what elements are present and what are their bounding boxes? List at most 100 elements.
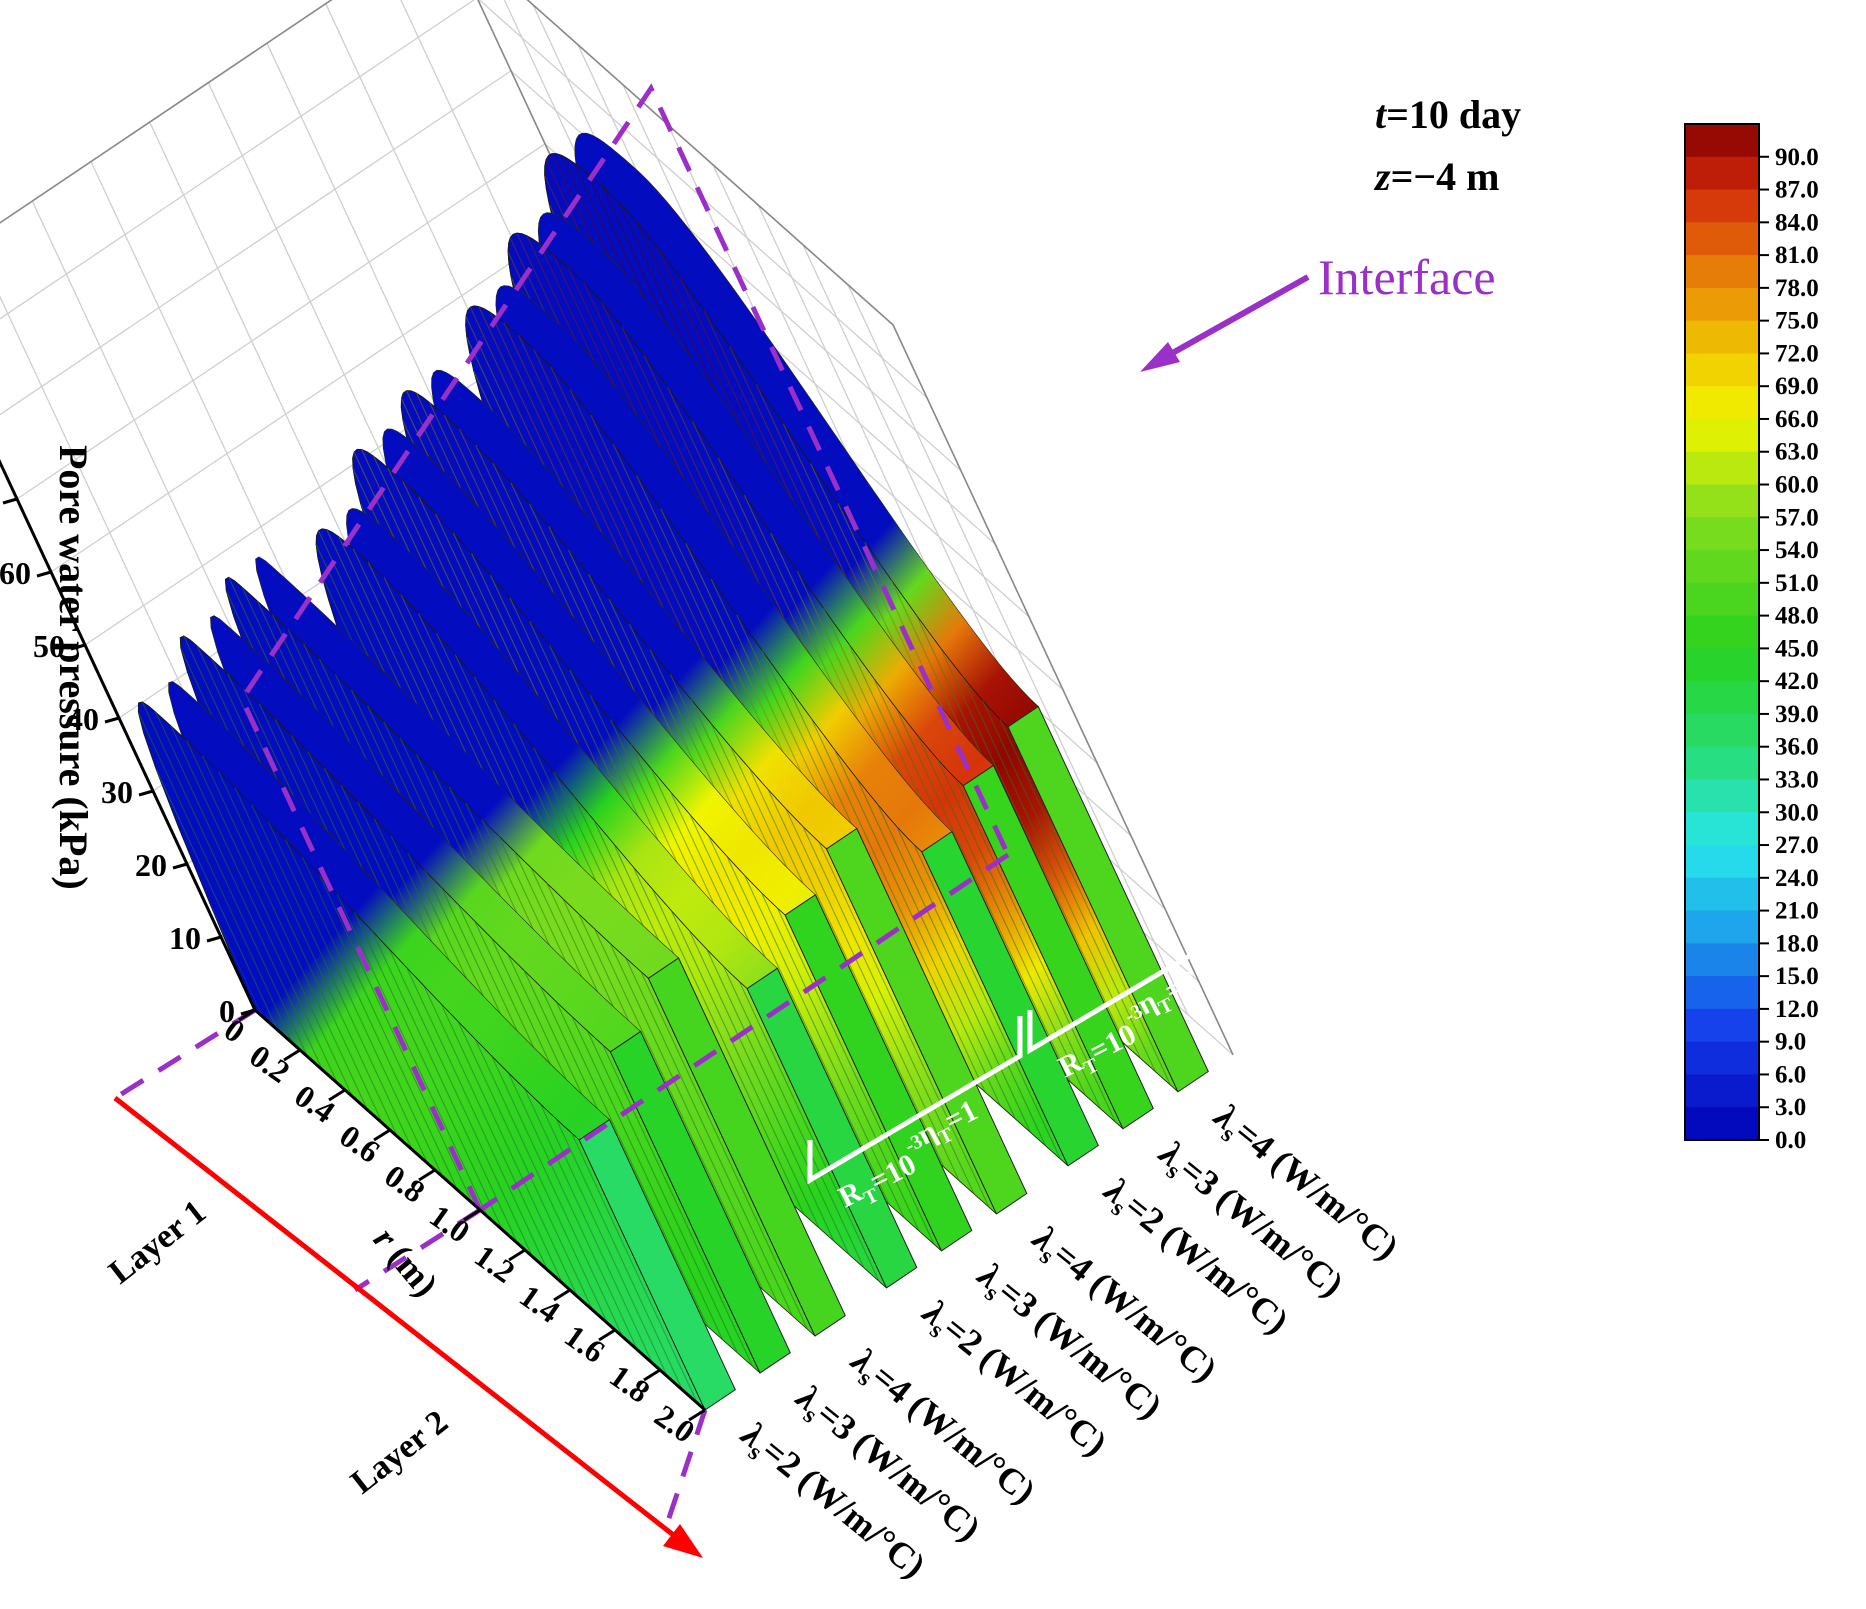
colorbar-band <box>1685 451 1759 486</box>
slice-end-cap <box>921 830 1099 1167</box>
colorbar-band <box>1685 287 1759 322</box>
layer-arrow <box>113 1096 692 1550</box>
colorbar-band <box>1685 713 1759 748</box>
colorbar-band <box>1685 976 1759 1010</box>
colorbar-label: 18.0 <box>1775 930 1819 957</box>
colorbar-label: 57.0 <box>1775 504 1819 531</box>
interface-arrow-head <box>1140 342 1180 372</box>
colorbar-band <box>1685 910 1759 944</box>
colorbar-band <box>1685 320 1759 354</box>
r-tick <box>418 1168 436 1182</box>
r-tick-label: 0.6 <box>333 1117 386 1169</box>
layer2-label: Layer 2 <box>344 1403 455 1501</box>
colorbar-label: 48.0 <box>1775 603 1819 630</box>
z-tick-label: 40 <box>67 701 99 737</box>
colorbar-label: 90.0 <box>1775 144 1819 171</box>
r-tick-label: 1.8 <box>603 1357 656 1409</box>
slice-end-cap <box>609 1030 791 1374</box>
colorbar-label: 78.0 <box>1775 275 1819 302</box>
colorbar-band <box>1685 812 1759 846</box>
colorbar-label: 21.0 <box>1775 898 1819 925</box>
colorbar-band <box>1685 156 1759 191</box>
colorbar-label: 75.0 <box>1775 308 1819 335</box>
r-tick <box>283 1048 301 1062</box>
colorbar-band <box>1685 418 1759 453</box>
colorbar-label: 12.0 <box>1775 996 1819 1023</box>
r-tick <box>688 1408 706 1422</box>
depth-annotation: z=−4 m <box>1373 154 1499 199</box>
z-tick-label: 10 <box>169 920 201 956</box>
colorbar-band <box>1685 615 1759 649</box>
group-label: RT=10-3ηT=10 <box>1257 842 1441 975</box>
r-tick <box>598 1328 616 1342</box>
colorbar-label: 15.0 <box>1775 963 1819 990</box>
colorbar-label: 51.0 <box>1775 570 1819 597</box>
slice-end-cap <box>578 1118 736 1411</box>
colorbar-label: 63.0 <box>1775 439 1819 466</box>
colorbar-label: 45.0 <box>1775 635 1819 662</box>
colorbar-label: 0.0 <box>1775 1127 1806 1154</box>
r-tick-label: 1.6 <box>558 1317 611 1369</box>
z-tick-label: 20 <box>135 847 167 883</box>
slice-end-cap <box>784 894 973 1252</box>
colorbar-label: 84.0 <box>1775 209 1819 236</box>
colorbar-band <box>1685 877 1759 912</box>
z-tick <box>138 789 154 797</box>
colorbar-label: 30.0 <box>1775 799 1819 826</box>
colorbar-band <box>1685 386 1759 420</box>
colorbar-band <box>1685 550 1759 584</box>
colorbar-band <box>1685 845 1759 879</box>
series-slice <box>137 681 736 1411</box>
colorbar-band <box>1685 189 1759 223</box>
colorbar-band <box>1685 1107 1759 1141</box>
time-annotation: t=10 day <box>1375 92 1521 137</box>
r-tick-label: 1.4 <box>513 1277 566 1329</box>
colorbar-label: 36.0 <box>1775 734 1819 761</box>
colorbar-label: 81.0 <box>1775 242 1819 269</box>
z-tick <box>206 935 222 943</box>
colorbar-label: 72.0 <box>1775 340 1819 367</box>
z-tick-label: 60 <box>0 555 31 591</box>
colorbar-band <box>1685 222 1759 256</box>
slice-end-cap <box>825 827 1028 1215</box>
slice-end-cap <box>647 957 846 1337</box>
series-slices <box>137 132 1209 1411</box>
colorbar-band <box>1685 779 1759 813</box>
colorbar-label: 6.0 <box>1775 1061 1806 1088</box>
z-tick <box>172 862 188 870</box>
r-tick <box>238 1008 256 1022</box>
r-tick-label: 1.2 <box>468 1237 521 1289</box>
r-tick <box>373 1128 391 1142</box>
colorbar-band <box>1685 1008 1759 1043</box>
colorbar-label: 66.0 <box>1775 406 1819 433</box>
colorbar-label: 60.0 <box>1775 472 1819 499</box>
z-tick <box>36 570 52 578</box>
r-tick-label: 0.8 <box>378 1157 431 1209</box>
r-tick <box>643 1368 661 1382</box>
z-axis-title: Pore water pressure (kPa) <box>51 445 96 890</box>
colorbar-band <box>1685 517 1759 551</box>
r-tick-label: 0.4 <box>288 1077 341 1129</box>
group-bracket: RT=10-3ηT=10 <box>1240 771 1456 975</box>
colorbar-band <box>1685 1041 1759 1075</box>
colorbar-band <box>1685 255 1759 289</box>
interface-plane <box>113 83 1011 1531</box>
colorbar-label: 42.0 <box>1775 668 1819 695</box>
colorbar-label: 33.0 <box>1775 766 1819 793</box>
colorbar-band <box>1685 648 1759 682</box>
colorbar: 90.0 87.0 84.0 81.0 78.0 75.0 72.0 69.0 66.0 63.0… <box>1684 123 1819 1154</box>
colorbar-label: 9.0 <box>1775 1029 1806 1056</box>
colorbar-label: 24.0 <box>1775 865 1819 892</box>
colorbar-band <box>1685 746 1759 780</box>
slice-end-cap <box>746 967 918 1289</box>
z-tick-label: 50 <box>33 628 65 664</box>
colorbar-label: 3.0 <box>1775 1094 1806 1121</box>
z-tick <box>104 716 120 724</box>
r-tick <box>553 1288 571 1302</box>
colorbar-label: 69.0 <box>1775 373 1819 400</box>
r-tick-label: 2.0 <box>648 1397 701 1449</box>
colorbar-label: 54.0 <box>1775 537 1819 564</box>
r-tick <box>328 1088 346 1102</box>
